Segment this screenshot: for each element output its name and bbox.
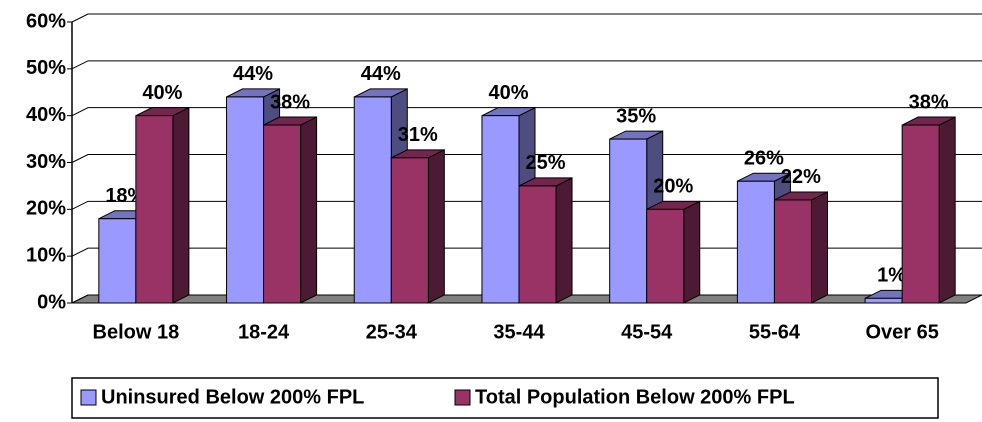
grid-line <box>71 107 982 117</box>
x-tick-label: 35-44 <box>493 321 545 343</box>
bar <box>646 208 685 304</box>
grid-line <box>71 154 982 163</box>
value-label: 40% <box>488 82 528 104</box>
bar-side <box>555 177 573 304</box>
value-label: 31% <box>398 124 438 146</box>
bar <box>518 185 557 304</box>
bar-side <box>172 106 190 304</box>
value-label: 26% <box>744 148 784 170</box>
y-tick-label: 40% <box>26 104 66 126</box>
bar <box>481 115 520 304</box>
bar <box>736 180 775 304</box>
y-tick-label: 60% <box>26 10 66 32</box>
value-label: 35% <box>616 105 656 127</box>
x-tick-label: 18-24 <box>238 321 290 343</box>
bar <box>901 124 940 304</box>
bar <box>263 124 302 304</box>
y-tick-label: 20% <box>26 198 66 220</box>
legend-label: Uninsured Below 200% FPL <box>101 386 364 408</box>
x-tick-label: 45-54 <box>621 321 673 343</box>
value-label: 38% <box>270 91 310 113</box>
x-tick-label: 55-64 <box>749 321 801 343</box>
x-tick-label: Below 18 <box>93 321 180 343</box>
bar <box>226 96 265 304</box>
bar <box>98 218 137 304</box>
bar-side <box>810 191 828 304</box>
bar-side <box>938 116 956 304</box>
bar <box>390 157 429 304</box>
value-label: 1% <box>877 265 906 287</box>
legend-swatch <box>80 389 97 406</box>
value-label: 20% <box>653 176 693 198</box>
bar <box>353 96 392 304</box>
bar-side <box>300 116 318 304</box>
legend <box>71 377 939 419</box>
legend-label: Total Population Below 200% FPL <box>475 386 795 408</box>
y-tick-label: 0% <box>37 291 66 313</box>
bar <box>773 199 812 304</box>
grid-line <box>71 60 982 70</box>
value-label: 44% <box>361 63 401 85</box>
bar-side <box>683 200 701 304</box>
grid-line <box>71 13 982 23</box>
y-tick-label: 10% <box>26 244 66 266</box>
bar-side <box>427 149 445 304</box>
x-tick-label: 25-34 <box>366 321 418 343</box>
value-label: 22% <box>781 166 821 188</box>
value-label: 25% <box>526 152 566 174</box>
value-label: 40% <box>142 82 182 104</box>
bar <box>135 115 174 304</box>
legend-swatch <box>454 389 471 406</box>
value-label: 44% <box>233 63 273 85</box>
y-tick-label: 50% <box>26 57 66 79</box>
bar <box>609 138 648 304</box>
y-tick-label: 30% <box>26 151 66 173</box>
x-tick-label: Over 65 <box>865 321 938 343</box>
bar <box>864 297 903 304</box>
value-label: 38% <box>909 91 949 113</box>
